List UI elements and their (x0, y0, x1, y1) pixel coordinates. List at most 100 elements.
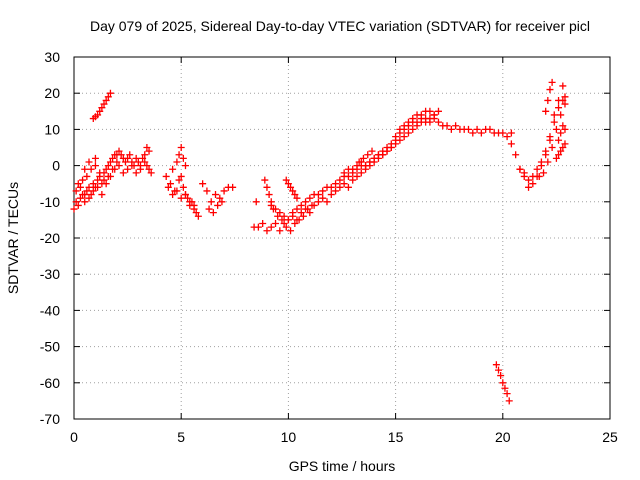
y-tick-label: -60 (40, 375, 60, 391)
data-point (297, 201, 305, 209)
data-point (282, 223, 290, 231)
series-cluster-6-7h (199, 180, 237, 206)
data-point (119, 169, 127, 177)
y-tick-labels: 30 20 10 0 -10 -20 -30 -40 -50 -60 -70 (40, 49, 60, 427)
data-marks (70, 78, 569, 405)
axis-ticks (73, 56, 611, 420)
data-point (278, 216, 286, 224)
data-point (124, 165, 132, 173)
data-point (254, 223, 262, 231)
data-point (544, 96, 552, 104)
data-point (134, 158, 142, 166)
data-point (104, 172, 112, 180)
data-point (280, 220, 288, 228)
data-point (104, 162, 112, 170)
data-point (177, 194, 185, 202)
data-point (323, 198, 331, 206)
data-point (302, 198, 310, 206)
data-point (272, 220, 280, 228)
y-tick-label: -50 (40, 339, 60, 355)
data-point (499, 379, 507, 387)
data-point (128, 162, 136, 170)
data-point (263, 183, 271, 191)
data-point (136, 165, 144, 173)
data-point (434, 107, 442, 115)
data-point (417, 118, 425, 126)
data-point (548, 78, 556, 86)
data-point (364, 151, 372, 159)
data-point (267, 198, 275, 206)
data-point (106, 158, 114, 166)
data-point (555, 96, 563, 104)
data-point (561, 100, 569, 108)
x-tick-label: 20 (495, 429, 511, 445)
series-late-cluster-f (555, 122, 569, 144)
data-point (505, 397, 513, 405)
data-point (72, 187, 80, 195)
data-point (417, 111, 425, 119)
data-point (370, 154, 378, 162)
data-point (332, 180, 340, 188)
data-point (291, 220, 299, 228)
data-point (546, 133, 554, 141)
data-point (396, 125, 404, 133)
data-point (109, 165, 117, 173)
data-point (452, 122, 460, 130)
data-point (89, 187, 97, 195)
data-point (147, 169, 155, 177)
data-point (387, 144, 395, 151)
data-point (366, 158, 374, 166)
data-point (145, 147, 153, 155)
data-point (400, 122, 408, 130)
series-upper-segment (89, 89, 114, 123)
data-point (561, 93, 569, 101)
data-point (203, 187, 211, 195)
data-point (430, 111, 438, 119)
series-dip-9-10h-c (261, 176, 316, 235)
data-point (368, 147, 376, 155)
data-point (282, 176, 290, 184)
data-point (340, 169, 348, 177)
data-point (263, 227, 271, 235)
data-point (76, 194, 84, 202)
data-point (396, 136, 404, 144)
data-point (383, 147, 391, 155)
data-point (289, 187, 297, 195)
data-point (94, 176, 102, 184)
data-point (426, 107, 434, 115)
data-point (503, 390, 511, 398)
data-point (308, 201, 316, 209)
data-point (81, 165, 89, 173)
data-point (169, 191, 177, 199)
data-point (464, 125, 472, 133)
data-point (284, 180, 292, 188)
data-point (102, 165, 110, 173)
data-point (276, 227, 284, 235)
data-point (561, 140, 569, 148)
data-point (501, 384, 509, 392)
data-point (175, 151, 183, 159)
data-point (477, 129, 485, 137)
data-point (96, 107, 104, 115)
data-point (497, 372, 505, 380)
data-point (357, 169, 365, 177)
data-point (132, 154, 140, 162)
x-tick-label: 5 (177, 429, 185, 445)
data-point (218, 198, 226, 206)
data-point (529, 180, 537, 188)
data-point (214, 201, 222, 209)
data-point (164, 183, 172, 191)
series-dip-9-10h (250, 115, 515, 235)
series-early-spikes (81, 144, 153, 173)
data-point (392, 133, 400, 141)
data-point (557, 147, 565, 155)
data-point (434, 118, 442, 126)
series-outlier-20h (492, 361, 513, 405)
data-point (544, 158, 552, 166)
data-point (409, 115, 417, 123)
data-point (552, 125, 560, 133)
series-early-cluster-3 (74, 158, 121, 188)
data-point (175, 176, 183, 184)
series-isolated-8.5h (252, 198, 260, 206)
data-point (503, 133, 511, 141)
